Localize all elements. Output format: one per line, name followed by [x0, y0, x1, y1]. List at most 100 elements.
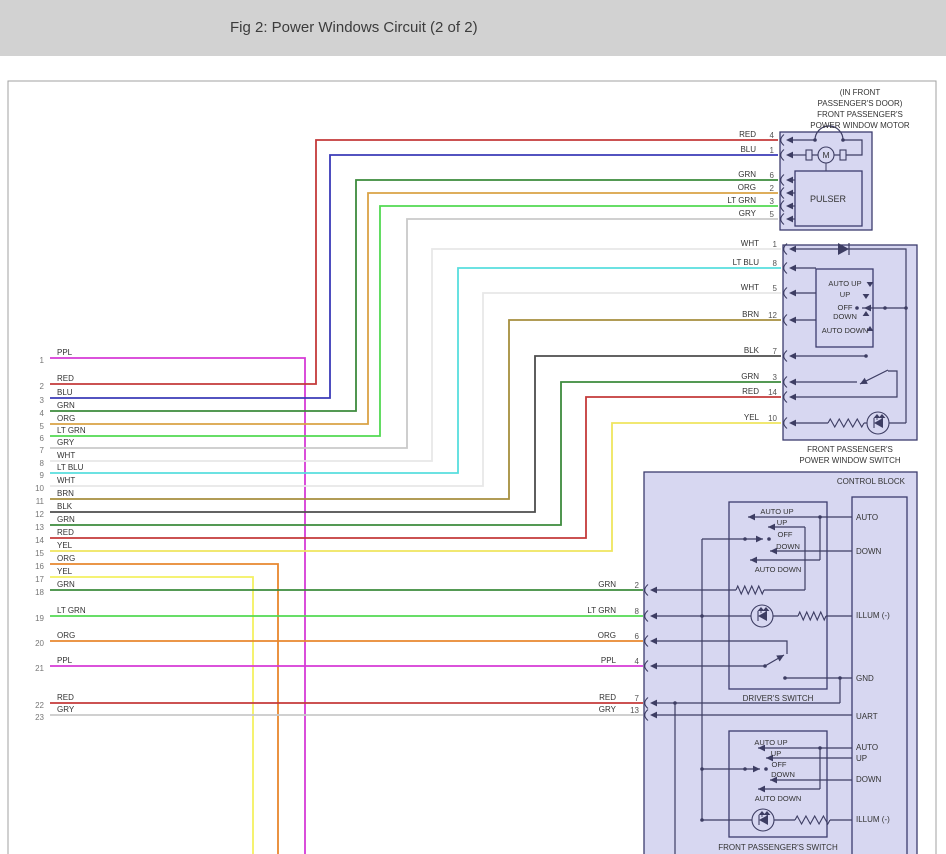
pin-color-label: GRN	[741, 372, 759, 381]
terminal-label: UART	[856, 712, 878, 721]
line	[50, 179, 778, 412]
junction-dot	[818, 515, 822, 519]
wire-number: 6	[40, 434, 45, 443]
pin-number: 2	[770, 184, 775, 193]
pin-color-label: RED	[599, 693, 616, 702]
arrowhead-icon	[758, 744, 765, 752]
line	[50, 154, 778, 399]
arrowhead-icon	[873, 414, 881, 418]
line	[780, 213, 785, 225]
wire-color-label: WHT	[57, 476, 75, 485]
arrowhead-icon	[758, 785, 765, 793]
junction-dot	[904, 306, 908, 310]
wire-color-label: PPL	[57, 348, 73, 357]
wire-number: 16	[35, 562, 44, 571]
connectors	[644, 134, 908, 822]
line	[735, 584, 765, 596]
arrowhead-icon	[770, 776, 777, 784]
pin-color-label: LT BLU	[733, 258, 760, 267]
wire-number: 3	[40, 396, 45, 405]
line	[780, 200, 785, 212]
wire-color-label: YEL	[57, 567, 73, 576]
pin-number: 12	[768, 311, 777, 320]
pin-number: 8	[773, 259, 778, 268]
control-block-title: CONTROL BLOCK	[837, 477, 906, 486]
figure-title-bar: Fig 2: Power Windows Circuit (2 of 2)	[0, 0, 946, 56]
junction-dot	[673, 701, 677, 705]
terminal-label: DOWN	[856, 547, 882, 556]
wire-color-label: BRN	[57, 489, 74, 498]
wire-number: 23	[35, 713, 44, 722]
arrowhead-icon	[789, 378, 796, 386]
switch-position-label: UP	[771, 749, 781, 758]
line	[780, 134, 785, 146]
wire-number: 4	[40, 409, 45, 418]
switch-position-label: AUTO UP	[828, 279, 861, 288]
wire-number: 21	[35, 664, 44, 673]
pin-number: 1	[773, 240, 778, 249]
arrowhead-icon	[748, 513, 755, 521]
arrowhead-icon	[786, 215, 793, 223]
box-title: FRONT PASSENGER'S	[807, 445, 893, 454]
line	[783, 376, 788, 388]
pin-color-label: GRN	[738, 170, 756, 179]
pin-color-label: BLK	[744, 346, 760, 355]
labels: 1 PPL 2 RED 3 BLU 4 GRN 5 ORG 6 LT GRN 7 GRY 8 WHT 9 LT B…	[35, 88, 910, 852]
terminal-label: DOWN	[856, 775, 882, 784]
arrowhead-icon	[866, 282, 874, 287]
line	[50, 292, 781, 487]
junction-dot	[700, 818, 704, 822]
terminal-label: GND	[856, 674, 874, 683]
pin-number: 7	[635, 694, 640, 703]
arrowhead-icon	[650, 612, 657, 620]
terminal-label: AUTO	[856, 513, 878, 522]
switch-position-label: DOWN	[833, 312, 857, 321]
switch-position-label: AUTO UP	[760, 507, 793, 516]
line	[50, 576, 254, 854]
wire-number: 13	[35, 523, 44, 532]
junction-dot	[783, 676, 787, 680]
wire-color-label: ORG	[57, 554, 75, 563]
wire-color-label: LT BLU	[57, 463, 84, 472]
led-diode-icon	[759, 815, 768, 825]
arrowhead-icon	[862, 294, 870, 299]
pulser-box	[794, 170, 863, 227]
wire-number: 20	[35, 639, 44, 648]
line	[50, 422, 781, 552]
line	[50, 355, 781, 513]
wire-color-label: GRN	[57, 515, 75, 524]
arrowhead-icon	[753, 765, 760, 773]
pin-color-label: GRY	[739, 209, 757, 218]
pin-color-label: LT GRN	[727, 196, 756, 205]
arrowhead-icon	[862, 311, 870, 316]
pin-number: 4	[770, 131, 775, 140]
switch-position-label: UP	[777, 518, 787, 527]
pin-number: 5	[773, 284, 778, 293]
wire-number: 17	[35, 575, 44, 584]
front-passenger-switch-box	[728, 730, 828, 838]
line	[644, 697, 649, 709]
pin-color-label: GRY	[599, 705, 617, 714]
line	[644, 709, 649, 721]
arrowhead-icon	[757, 607, 765, 611]
arrowhead-icon	[762, 607, 770, 611]
arrowhead-icon	[789, 289, 796, 297]
pin-color-label: RED	[742, 387, 759, 396]
line	[843, 139, 863, 156]
boxes	[7, 80, 937, 854]
junction-dot	[864, 354, 868, 358]
terminal-label: ILLUM (-)	[856, 815, 890, 824]
junction-dot	[767, 537, 771, 541]
line	[783, 262, 788, 274]
line	[794, 814, 831, 826]
wire-color-label: WHT	[57, 451, 75, 460]
line	[780, 149, 785, 161]
line	[656, 640, 788, 654]
junction-dot	[855, 306, 859, 310]
terminal-label: UP	[856, 754, 867, 763]
led-diode-icon	[874, 418, 883, 428]
pin-number: 1	[770, 146, 775, 155]
line	[783, 350, 788, 362]
line	[795, 248, 907, 423]
